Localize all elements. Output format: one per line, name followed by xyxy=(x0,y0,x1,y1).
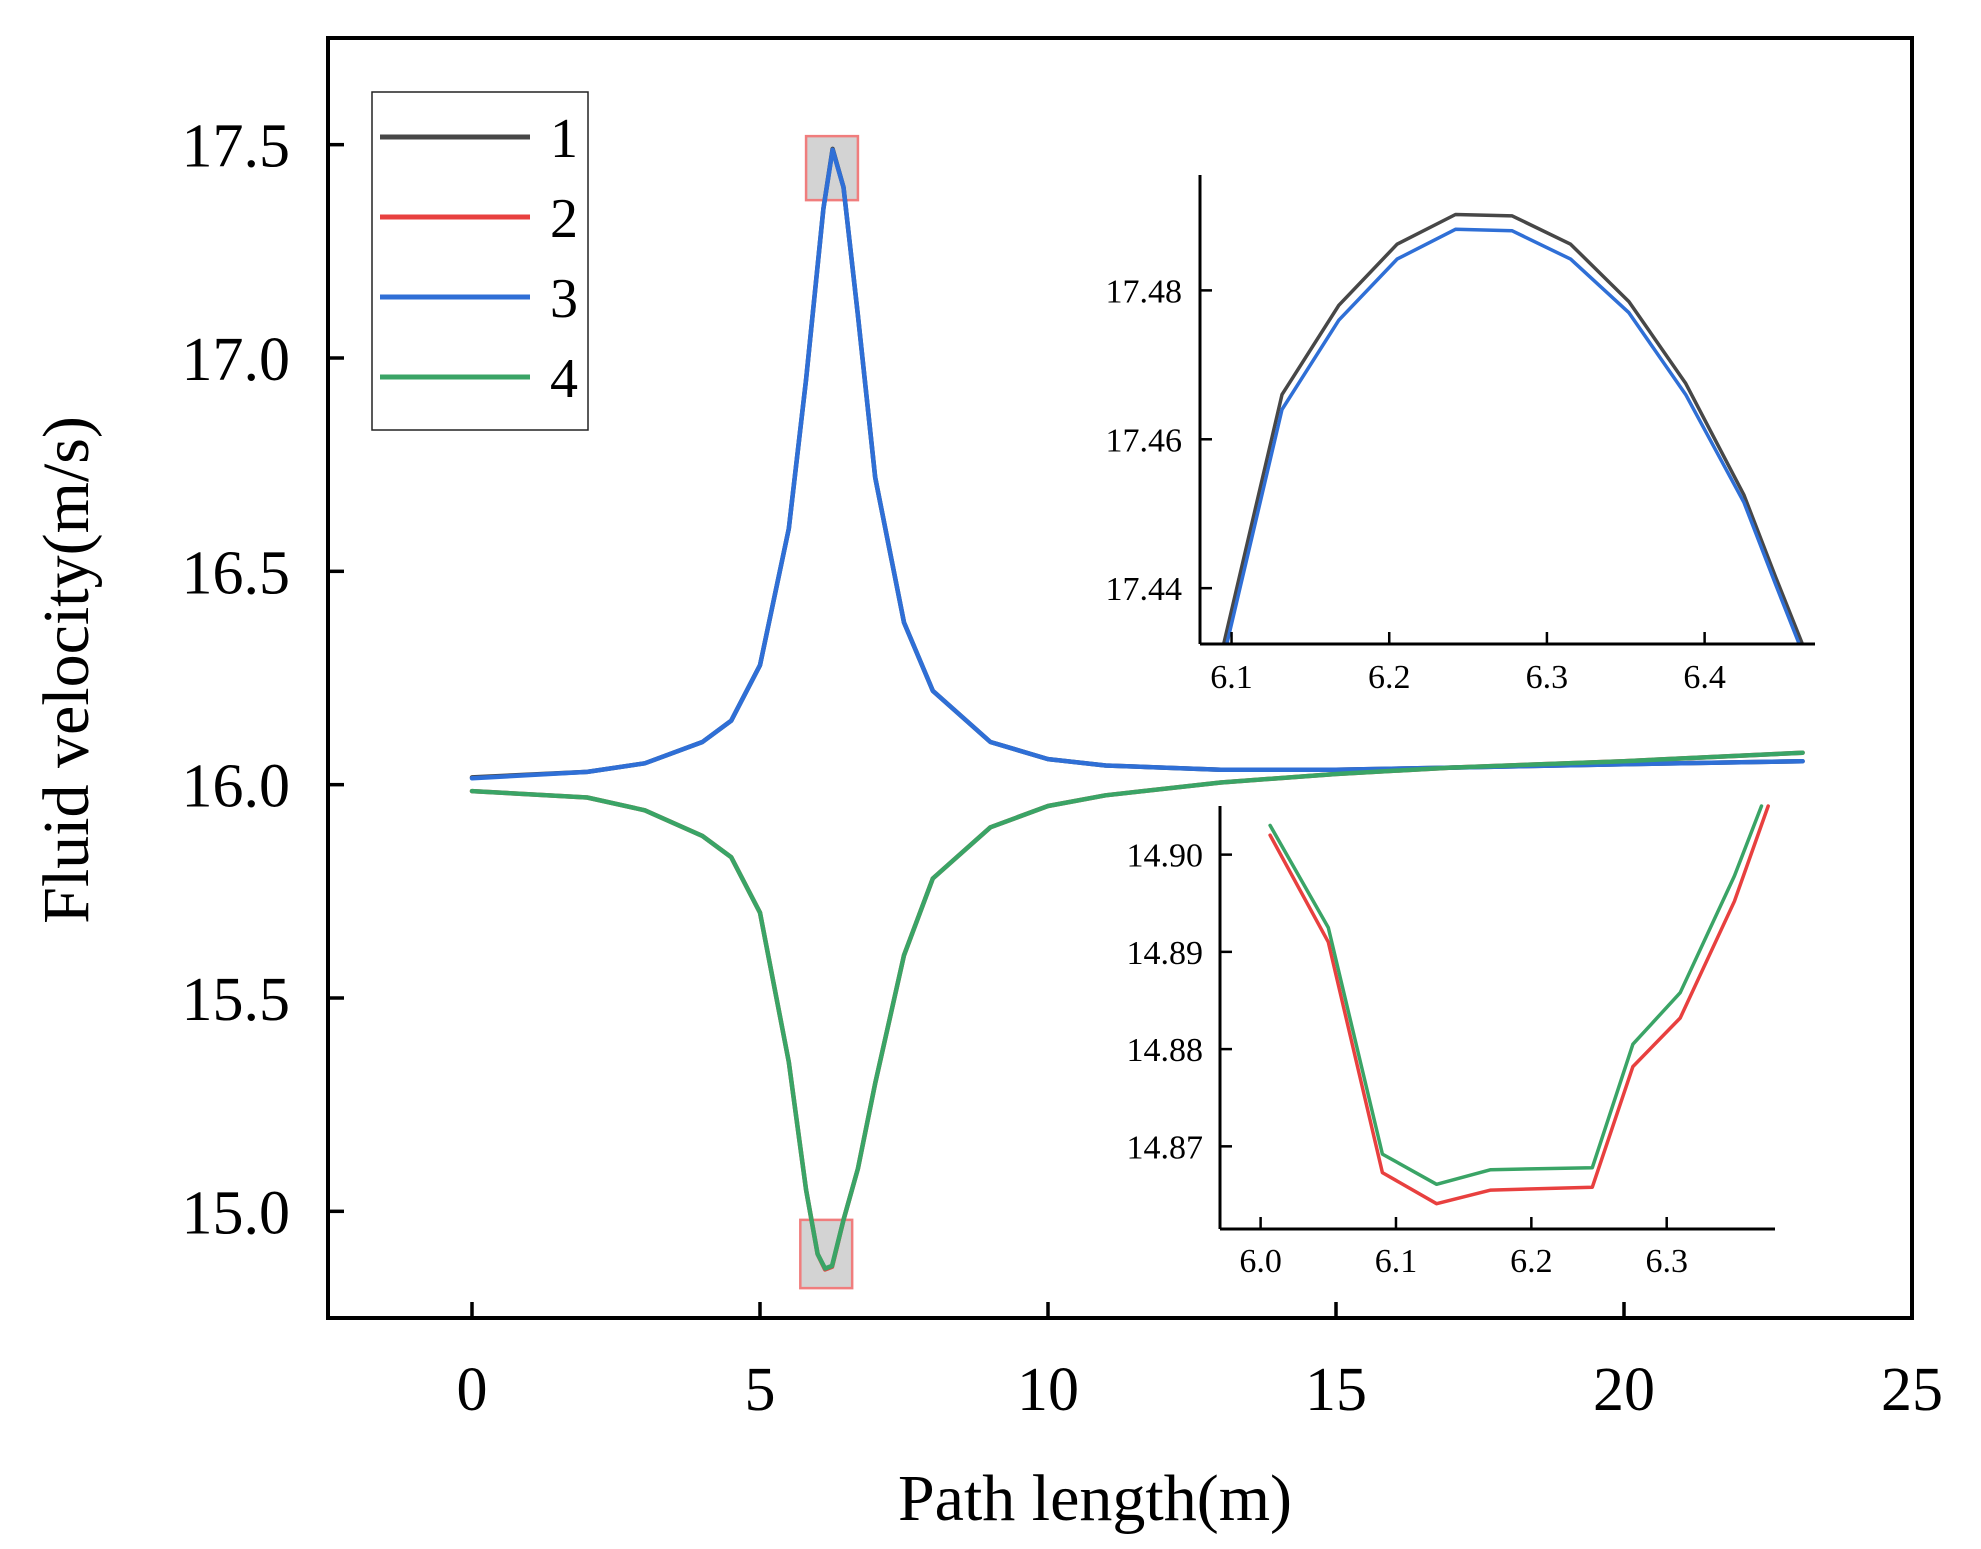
inset-bottom-plot: 6.0 6.1 6.2 6.3 14.87 14.88 14.89 14.90 xyxy=(1127,804,1775,1280)
legend-label-4: 4 xyxy=(550,348,578,410)
inset-y-tick-label: 14.88 xyxy=(1127,1032,1204,1069)
legend-label-2: 2 xyxy=(550,188,578,250)
zoom-highlight-box xyxy=(799,1218,854,1290)
inset-y-tick-label: 14.90 xyxy=(1127,838,1204,875)
legend-label-3: 3 xyxy=(550,268,578,330)
inset-x-tick-label: 6.3 xyxy=(1645,1243,1688,1280)
y-tick-label: 16.0 xyxy=(182,753,291,821)
legend-box xyxy=(371,91,589,431)
x-tick-label: 20 xyxy=(1593,1356,1655,1424)
y-tick-label: 15.0 xyxy=(182,1179,291,1247)
x-tick-label: 5 xyxy=(745,1356,776,1424)
legend-label-1: 1 xyxy=(550,108,578,170)
inset-y-tick-label: 17.46 xyxy=(1106,422,1183,459)
series-4-line xyxy=(469,750,1805,1271)
plot-frame xyxy=(326,36,1914,1320)
series-1-line xyxy=(1221,212,1805,644)
inset-x-tick-label: 6.0 xyxy=(1239,1243,1282,1280)
legend: 1 2 3 4 xyxy=(371,91,589,431)
y-axis-label: Fluid velocity(m/s) xyxy=(30,416,103,924)
series-2-line xyxy=(469,750,1805,1272)
inset-y-tick-label: 14.87 xyxy=(1127,1129,1204,1166)
series-1-line xyxy=(469,146,1805,780)
y-tick-label: 15.5 xyxy=(182,966,291,1034)
inset-x-tick-label: 6.4 xyxy=(1683,659,1726,696)
x-tick-label: 25 xyxy=(1881,1356,1943,1424)
series-3-line xyxy=(1225,227,1801,644)
x-tick-label: 0 xyxy=(457,1356,488,1424)
inset-x-tick-label: 6.2 xyxy=(1368,659,1411,696)
inset-x-tick-label: 6.3 xyxy=(1526,659,1569,696)
x-tick-label: 15 xyxy=(1305,1356,1367,1424)
y-tick-label: 16.5 xyxy=(182,539,291,607)
inset-x-tick-label: 6.1 xyxy=(1375,1243,1418,1280)
series-4-line xyxy=(1268,804,1764,1187)
y-tick-label: 17.0 xyxy=(182,326,291,394)
series-3-line xyxy=(469,147,1805,781)
inset-y-tick-label: 14.89 xyxy=(1127,935,1204,972)
series-2-line xyxy=(1268,804,1770,1206)
inset-y-tick-label: 17.44 xyxy=(1106,571,1183,608)
y-tick-label: 17.5 xyxy=(182,113,291,181)
inset-y-tick-label: 17.48 xyxy=(1106,273,1183,310)
x-axis-label: Path length(m) xyxy=(898,1462,1292,1535)
inset-top-plot: 6.1 6.2 6.3 6.4 17.44 17.46 17.48 xyxy=(1106,175,1815,696)
x-tick-label: 10 xyxy=(1017,1356,1079,1424)
inset-x-tick-label: 6.1 xyxy=(1210,659,1253,696)
inset-x-tick-label: 6.2 xyxy=(1510,1243,1553,1280)
